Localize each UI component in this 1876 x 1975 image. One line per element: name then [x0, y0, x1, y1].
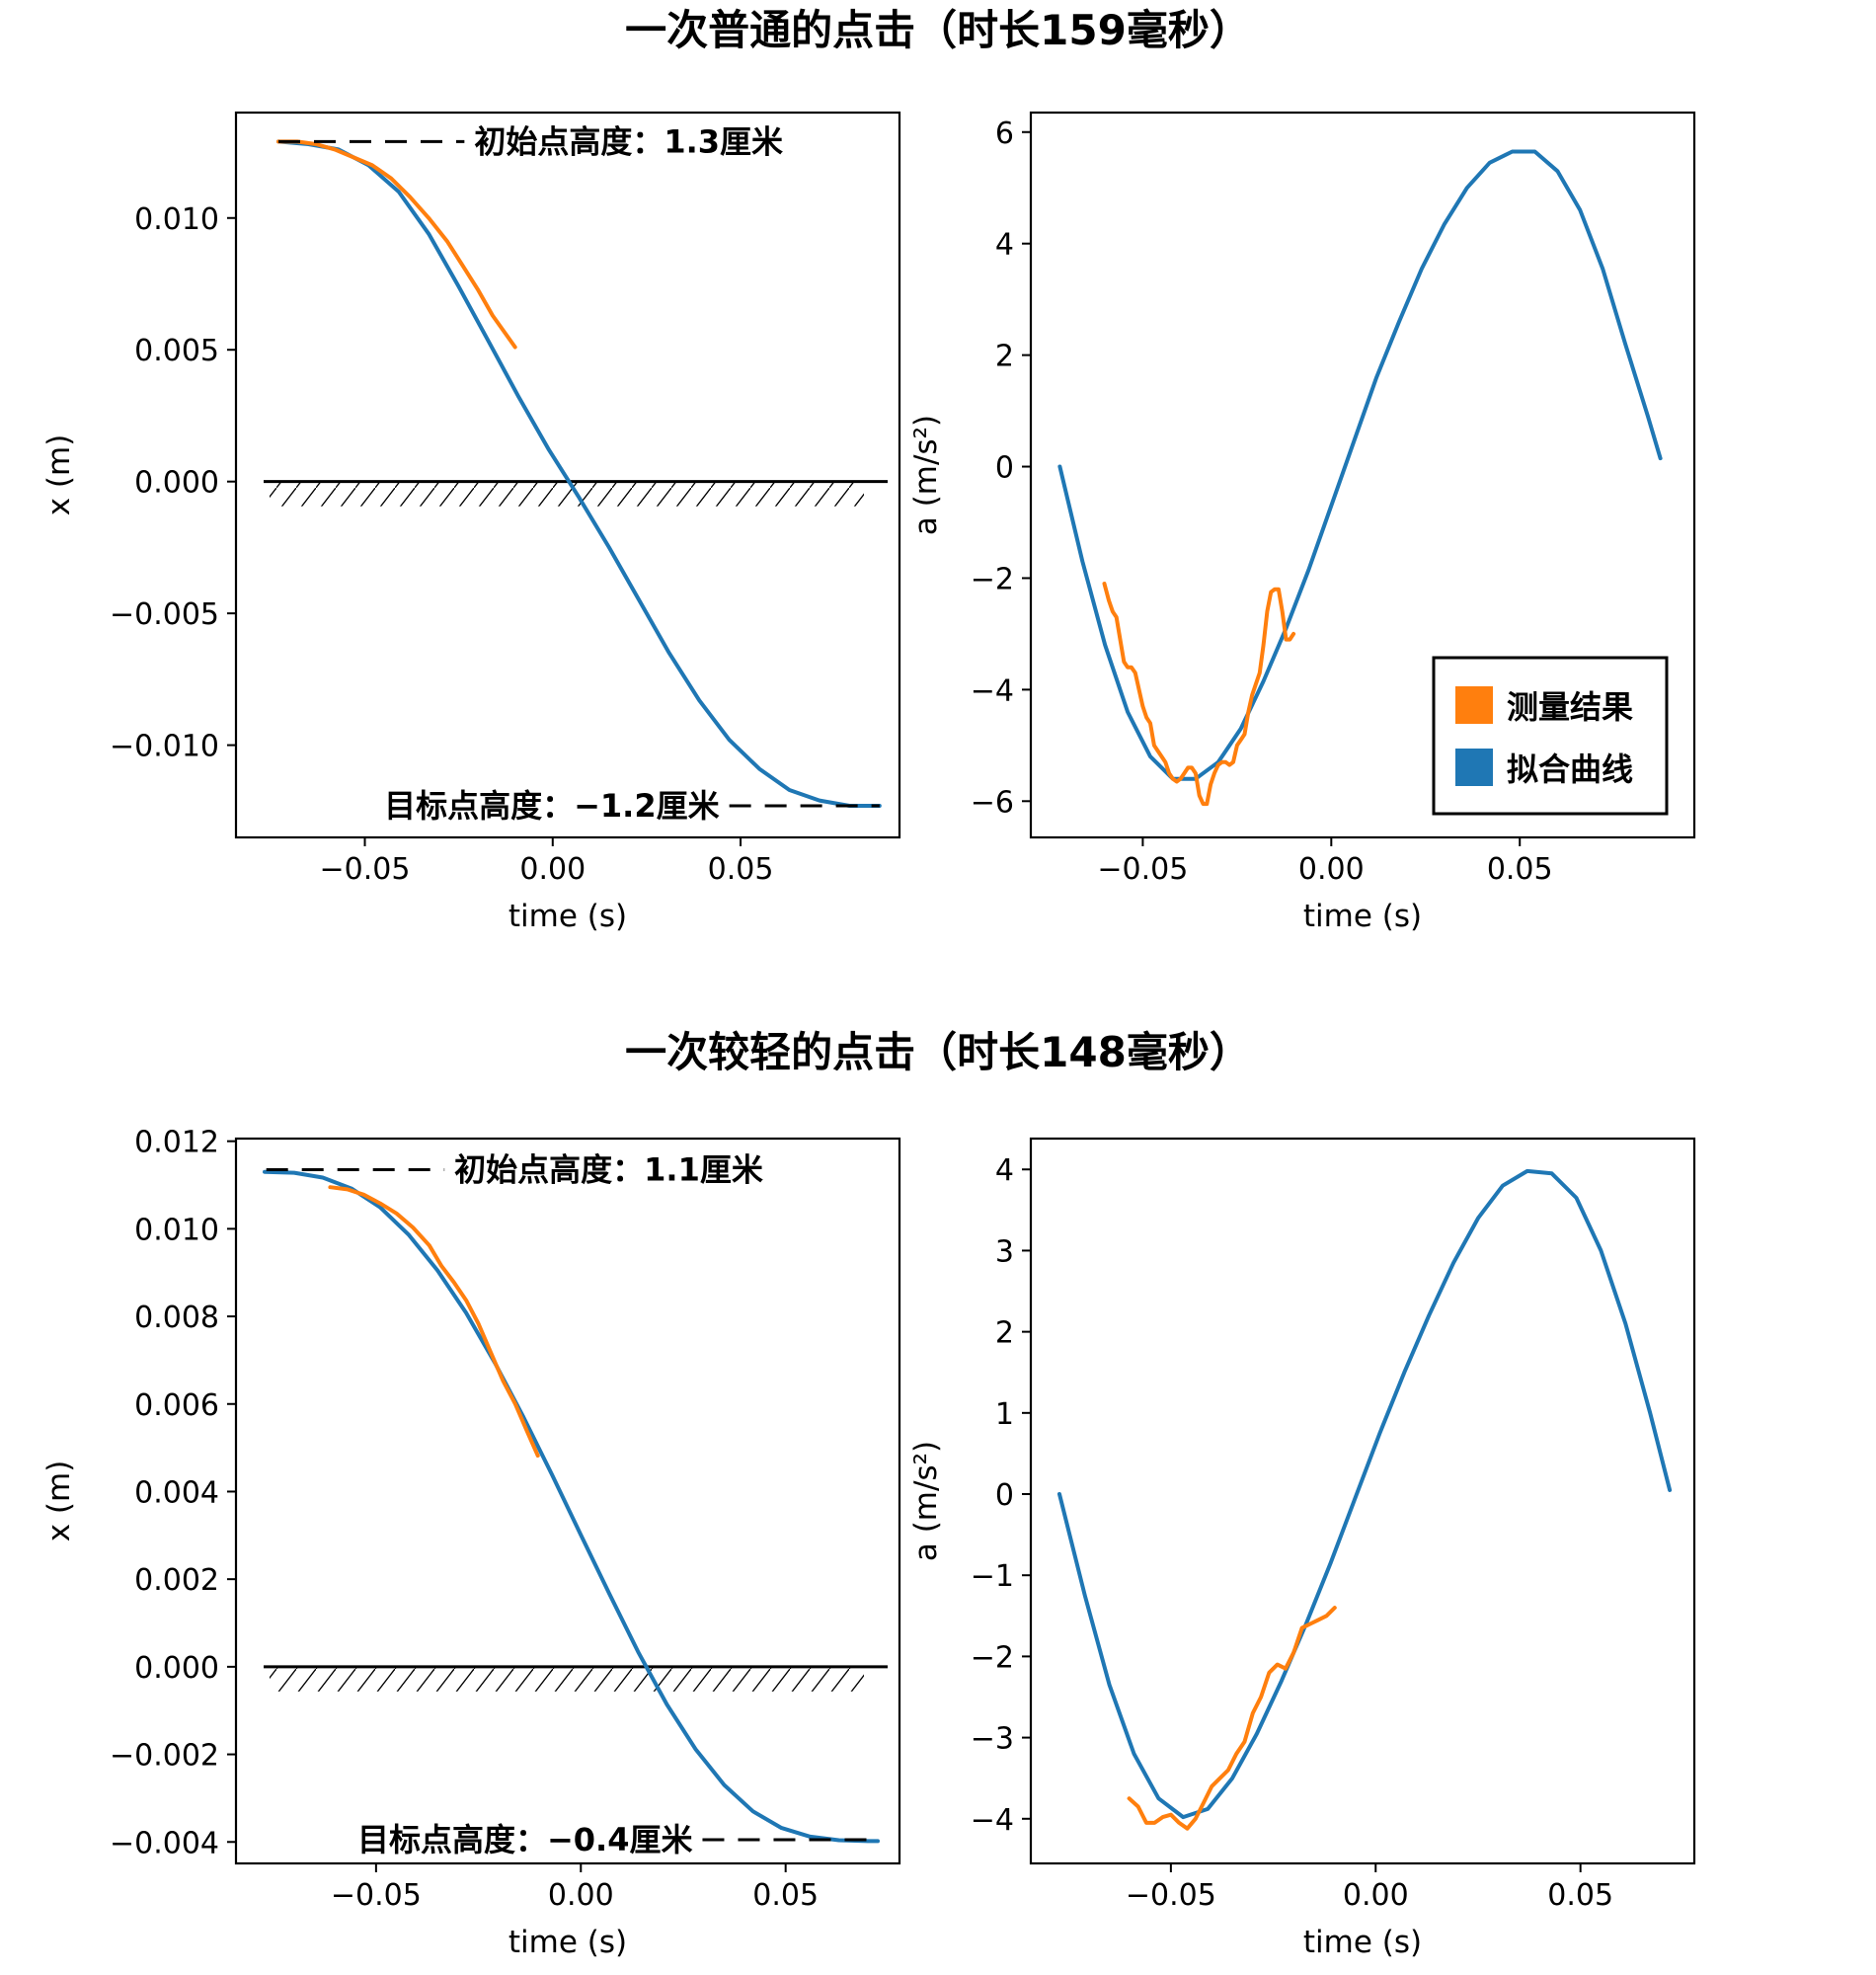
- x-tick-label: −0.05: [320, 852, 411, 887]
- x-tick-label: 0.00: [1298, 852, 1365, 887]
- y-tick-label: 0.006: [134, 1388, 219, 1423]
- x-tick-label: 0.00: [548, 1878, 614, 1913]
- y-tick-label: 2: [995, 340, 1014, 374]
- fit-curve: [1057, 149, 1663, 781]
- x-tick-label: 0.00: [519, 852, 586, 887]
- y-tick-label: 0: [995, 1478, 1014, 1513]
- legend-swatch-measured: [1455, 686, 1493, 724]
- fit-curve: [1057, 1168, 1673, 1820]
- y-tick-label: −4: [971, 1803, 1014, 1838]
- legend-label-fit: 拟合曲线: [1507, 750, 1633, 788]
- y-tick-label: −6: [971, 785, 1014, 820]
- panel-top-right-acceleration: −0.05 0.00 0.05 6 4 2 0 −2 −4 −6 time (s) a (m/s²): [908, 111, 1696, 934]
- series-group: [1057, 149, 1663, 807]
- x-axis-label: time (s): [508, 1925, 627, 1960]
- fit-curve: [263, 1169, 880, 1844]
- plot-frame: [1029, 1137, 1696, 1865]
- y-tick-label: −2: [971, 562, 1014, 596]
- y-tick-label: 1: [995, 1397, 1014, 1432]
- plot-frame: [1029, 111, 1696, 839]
- y-tick-label: −1: [971, 1559, 1014, 1594]
- y-tick-label: 0.008: [134, 1301, 219, 1335]
- y-tick-label: 0.000: [134, 466, 219, 501]
- y-axis-label: x (m): [41, 434, 77, 516]
- y-tick-label: −2: [971, 1640, 1014, 1675]
- ground-hatch: [270, 1666, 864, 1692]
- x-tick-label: 0.05: [708, 852, 774, 887]
- legend: 测量结果 拟合曲线: [1432, 656, 1669, 816]
- legend-box: [1432, 656, 1669, 816]
- y-tick-label: −0.010: [110, 730, 219, 764]
- x-axis-label: time (s): [1303, 1925, 1422, 1960]
- y-axis-label: x (m): [41, 1461, 77, 1542]
- x-tick-label: −0.05: [331, 1878, 422, 1913]
- y-tick-label: 2: [995, 1316, 1014, 1351]
- top-figure-title: 一次普通的点击（时长159毫秒）: [625, 6, 1251, 54]
- x-tick-label: 0.05: [1487, 852, 1553, 887]
- measured-curve: [1127, 1606, 1337, 1831]
- fit-curve: [276, 139, 882, 808]
- measured-curve: [276, 139, 517, 350]
- y-tick-label: 0.012: [134, 1126, 219, 1160]
- panel-bottom-right-acceleration: −0.05 0.00 0.05 4 3 2 1 0 −1 −2 −3 −4 time (s) a (m/s…: [908, 1137, 1696, 1960]
- y-tick-label: 4: [995, 228, 1014, 263]
- legend-swatch-fit: [1455, 749, 1493, 786]
- y-tick-label: −0.004: [110, 1826, 219, 1860]
- y-tick-label: 0.000: [134, 1651, 219, 1686]
- plot-frame: [234, 1137, 901, 1865]
- measured-curve: [1102, 582, 1296, 807]
- y-axis-label: a (m/s²): [908, 1441, 944, 1561]
- y-tick-label: 0.004: [134, 1475, 219, 1510]
- y-tick-label: 0.010: [134, 202, 219, 237]
- ground-hatch: [270, 481, 864, 507]
- y-tick-label: −4: [971, 673, 1014, 708]
- x-tick-label: 0.05: [752, 1878, 819, 1913]
- y-axis-label: a (m/s²): [908, 415, 944, 535]
- x-tick-label: −0.05: [1126, 1878, 1216, 1913]
- series-group: [263, 1169, 880, 1844]
- bottom-figure-title: 一次较轻的点击（时长148毫秒）: [625, 1028, 1251, 1076]
- x-axis-label: time (s): [508, 899, 627, 934]
- y-tick-label: −3: [971, 1722, 1014, 1757]
- y-tick-label: 0.002: [134, 1563, 219, 1598]
- target-height-label: 目标点高度：−1.2厘米: [384, 787, 720, 825]
- y-tick-label: 3: [995, 1234, 1014, 1269]
- measured-curve: [328, 1185, 540, 1459]
- x-axis-label: time (s): [1303, 899, 1422, 934]
- plot-frame: [234, 111, 901, 839]
- initial-height-label: 初始点高度：1.3厘米: [474, 122, 783, 160]
- x-tick-label: 0.00: [1343, 1878, 1409, 1913]
- series-group: [276, 139, 882, 808]
- y-tick-label: −0.002: [110, 1739, 219, 1774]
- target-height-label: 目标点高度：−0.4厘米: [357, 1821, 693, 1858]
- y-tick-label: 0.005: [134, 334, 219, 368]
- y-tick-label: 6: [995, 117, 1014, 151]
- y-tick-label: 0.010: [134, 1213, 219, 1247]
- y-tick-label: −0.005: [110, 597, 219, 632]
- x-tick-label: 0.05: [1547, 1878, 1613, 1913]
- y-tick-label: 4: [995, 1153, 1014, 1188]
- series-group: [1057, 1168, 1673, 1831]
- legend-label-measured: 测量结果: [1507, 688, 1633, 726]
- y-tick-label: 0: [995, 451, 1014, 486]
- initial-height-label: 初始点高度：1.1厘米: [454, 1150, 763, 1188]
- x-tick-label: −0.05: [1097, 852, 1188, 887]
